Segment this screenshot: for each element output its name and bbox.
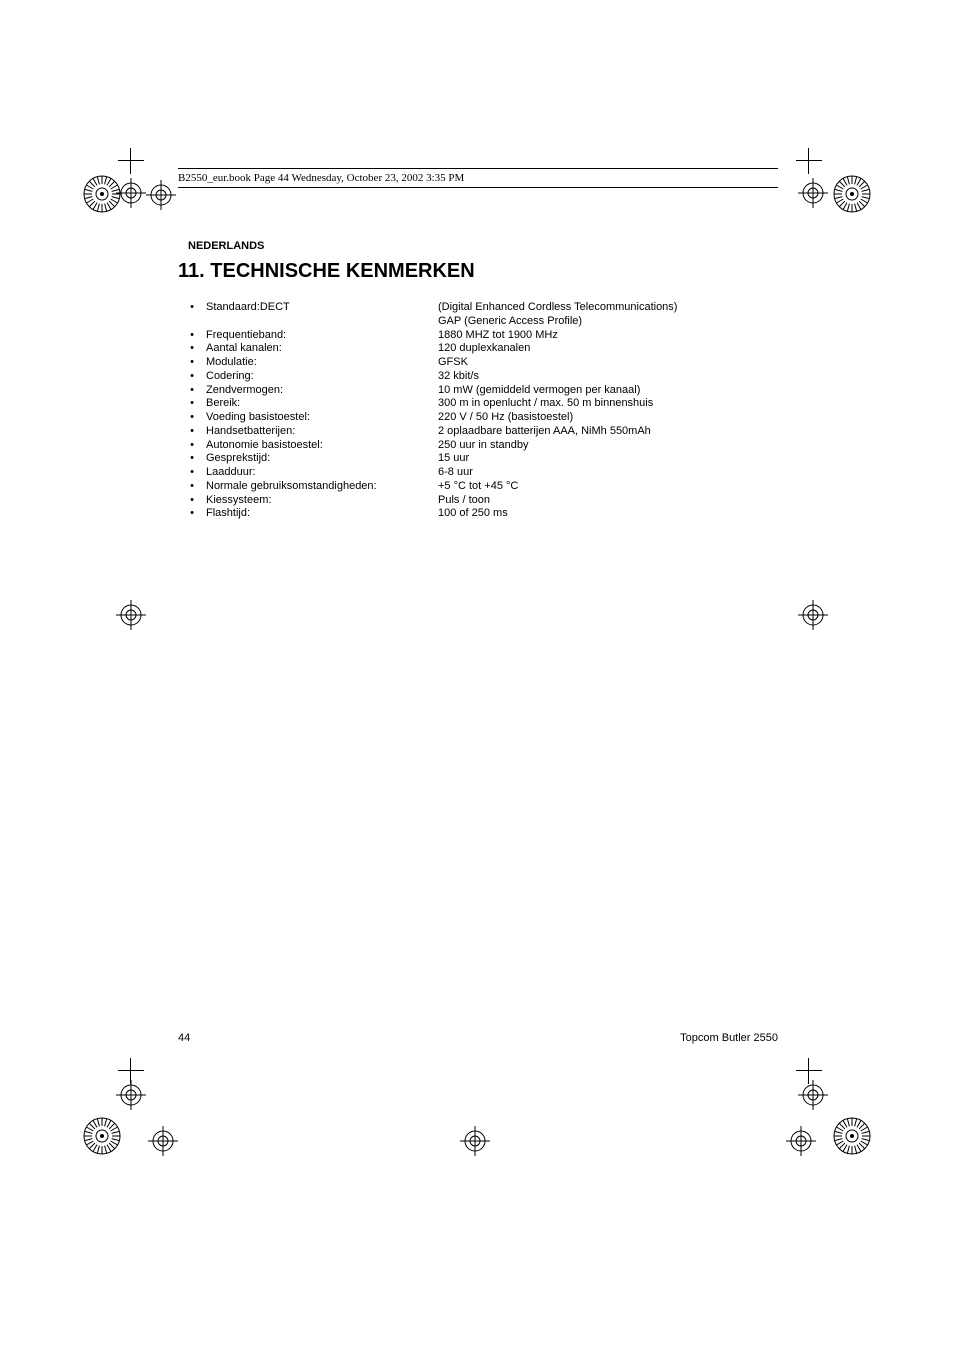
spec-label: Flashtijd: (206, 507, 438, 521)
crop-mark-icon (118, 148, 144, 174)
spec-value: 220 V / 50 Hz (basistoestel) (438, 411, 778, 425)
spec-row: •Aantal kanalen:120 duplexkanalen (178, 342, 778, 356)
bullet-icon: • (178, 384, 206, 398)
crop-mark-icon (796, 148, 822, 174)
bullet-icon: • (178, 397, 206, 411)
spec-value: GAP (Generic Access Profile) (438, 315, 778, 329)
spec-row: •Zendvermogen:10 mW (gemiddeld vermogen … (178, 384, 778, 398)
registration-mark-icon (116, 1080, 146, 1110)
spec-value: 100 of 250 ms (438, 507, 778, 521)
bullet-icon: • (178, 370, 206, 384)
running-header: B2550_eur.book Page 44 Wednesday, Octobe… (178, 168, 778, 188)
spec-label: Codering: (206, 370, 438, 384)
spec-row: •Gesprekstijd:15 uur (178, 452, 778, 466)
spec-value: 10 mW (gemiddeld vermogen per kanaal) (438, 384, 778, 398)
spec-row: •Voeding basistoestel:220 V / 50 Hz (bas… (178, 411, 778, 425)
registration-mark-icon (786, 1126, 816, 1156)
color-target-icon (832, 1116, 872, 1156)
registration-mark-icon (460, 1126, 490, 1156)
color-target-icon (832, 174, 872, 214)
spec-label: Autonomie basistoestel: (206, 439, 438, 453)
spec-row: •Bereik:300 m in openlucht / max. 50 m b… (178, 397, 778, 411)
spec-label: Handsetbatterijen: (206, 425, 438, 439)
bullet-icon: • (178, 411, 206, 425)
bullet-icon: • (178, 507, 206, 521)
bullet-icon: • (178, 301, 206, 315)
spec-row: •Flashtijd:100 of 250 ms (178, 507, 778, 521)
spec-value: +5 °C tot +45 °C (438, 480, 778, 494)
spec-row: •Codering:32 kbit/s (178, 370, 778, 384)
language-label: NEDERLANDS (188, 240, 778, 252)
registration-mark-icon (116, 600, 146, 630)
bullet-icon: • (178, 466, 206, 480)
section-title: 11. TECHNISCHE KENMERKEN (178, 260, 778, 283)
spec-value: GFSK (438, 356, 778, 370)
header-runner-text: B2550_eur.book Page 44 Wednesday, Octobe… (178, 172, 464, 184)
spec-label: Frequentieband: (206, 329, 438, 343)
bullet-icon: • (178, 439, 206, 453)
page-number: 44 (178, 1032, 190, 1044)
spec-value: (Digital Enhanced Cordless Telecommunica… (438, 301, 778, 315)
color-target-icon (82, 174, 122, 214)
spec-label: Laadduur: (206, 466, 438, 480)
bullet-icon: • (178, 425, 206, 439)
spec-value: 6-8 uur (438, 466, 778, 480)
spec-row: •Autonomie basistoestel:250 uur in stand… (178, 439, 778, 453)
spec-value: 32 kbit/s (438, 370, 778, 384)
spec-label: Standaard:DECT (206, 301, 438, 315)
spec-value: 1880 MHZ tot 1900 MHz (438, 329, 778, 343)
page-footer: 44 Topcom Butler 2550 (178, 1032, 778, 1044)
spec-value: 120 duplexkanalen (438, 342, 778, 356)
bullet-icon: • (178, 494, 206, 508)
registration-mark-icon (798, 178, 828, 208)
spec-row: •Kiessysteem:Puls / toon (178, 494, 778, 508)
spec-label: Modulatie: (206, 356, 438, 370)
registration-mark-icon (148, 1126, 178, 1156)
bullet-icon: • (178, 452, 206, 466)
spec-value: 2 oplaadbare batterijen AAA, NiMh 550mAh (438, 425, 778, 439)
bullet-icon: • (178, 329, 206, 343)
spec-label: Normale gebruiksomstandigheden: (206, 480, 438, 494)
spec-row: •Standaard:DECT(Digital Enhanced Cordles… (178, 301, 778, 315)
spec-row: •Normale gebruiksomstandigheden:+5 °C to… (178, 480, 778, 494)
registration-mark-icon (146, 180, 176, 210)
spec-label: Gesprekstijd: (206, 452, 438, 466)
spec-row: •Modulatie:GFSK (178, 356, 778, 370)
bullet-icon: • (178, 342, 206, 356)
spec-row: •Laadduur:6-8 uur (178, 466, 778, 480)
spec-label: Voeding basistoestel: (206, 411, 438, 425)
spec-label: Bereik: (206, 397, 438, 411)
bullet-icon: • (178, 480, 206, 494)
bullet-icon: • (178, 356, 206, 370)
spec-label: Zendvermogen: (206, 384, 438, 398)
registration-mark-icon (798, 1080, 828, 1110)
spec-label: Aantal kanalen: (206, 342, 438, 356)
spec-row: •Handsetbatterijen:2 oplaadbare batterij… (178, 425, 778, 439)
spec-row: •Frequentieband:1880 MHZ tot 1900 MHz (178, 329, 778, 343)
registration-mark-icon (798, 600, 828, 630)
spec-value: 300 m in openlucht / max. 50 m binnenshu… (438, 397, 778, 411)
page-content: B2550_eur.book Page 44 Wednesday, Octobe… (178, 168, 778, 521)
spec-value: Puls / toon (438, 494, 778, 508)
spec-value: 15 uur (438, 452, 778, 466)
spec-list: •Standaard:DECT(Digital Enhanced Cordles… (178, 301, 778, 521)
color-target-icon (82, 1116, 122, 1156)
spec-value: 250 uur in standby (438, 439, 778, 453)
spec-row: GAP (Generic Access Profile) (178, 315, 778, 329)
product-name: Topcom Butler 2550 (680, 1032, 778, 1044)
spec-label: Kiessysteem: (206, 494, 438, 508)
